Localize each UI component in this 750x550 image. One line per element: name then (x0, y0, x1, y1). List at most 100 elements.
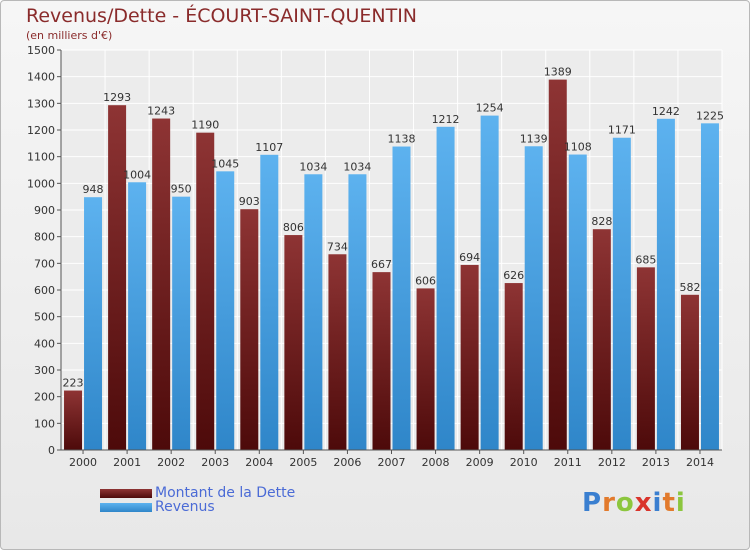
y-tick-label: 900 (34, 204, 55, 217)
y-tick-label: 600 (34, 284, 55, 297)
bar-revenus-2012 (612, 137, 631, 450)
value-label-revenus-2010: 1139 (520, 132, 548, 145)
logo-letter: P (582, 488, 603, 518)
x-tick-label: 2000 (69, 456, 97, 469)
bar-revenus-2000 (84, 197, 103, 450)
x-tick-label: 2012 (598, 456, 626, 469)
x-tick-label: 2004 (245, 456, 273, 469)
x-tick-label: 2013 (642, 456, 670, 469)
bar-dette-2011 (548, 79, 567, 450)
bar-dette-2009 (460, 264, 479, 450)
value-label-dette-2004: 903 (239, 195, 260, 208)
bar-revenus-2014 (700, 123, 719, 450)
x-tick-label: 2005 (289, 456, 317, 469)
bar-revenus-2009 (480, 115, 499, 450)
y-tick-label: 100 (34, 417, 55, 430)
bar-dette-2007 (372, 272, 391, 450)
value-label-revenus-2003: 1045 (211, 157, 239, 170)
x-tick-label: 2009 (466, 456, 494, 469)
bar-dette-2000 (64, 390, 83, 450)
value-label-revenus-2002: 950 (171, 183, 192, 196)
value-label-dette-2013: 685 (635, 253, 656, 266)
bar-revenus-2004 (260, 154, 279, 451)
value-label-dette-2006: 734 (327, 240, 348, 253)
value-label-dette-2001: 1293 (103, 91, 131, 104)
x-tick-label: 2006 (333, 456, 361, 469)
chart-title: Revenus/Dette - ÉCOURT-SAINT-QUENTIN (26, 5, 418, 27)
bar-revenus-2007 (392, 146, 411, 451)
x-tick-label: 2002 (157, 456, 185, 469)
y-tick-label: 400 (34, 337, 55, 350)
legend-label-dette: Montant de la Dette (155, 485, 296, 501)
bar-revenus-2001 (128, 182, 147, 450)
y-tick-label: 0 (48, 444, 55, 457)
bar-dette-2005 (284, 235, 303, 450)
y-tick-label: 200 (34, 391, 55, 404)
x-tick-label: 2010 (510, 456, 538, 469)
value-label-revenus-2011: 1108 (564, 141, 592, 154)
value-label-revenus-2013: 1242 (652, 105, 680, 118)
value-label-revenus-2014: 1225 (696, 109, 724, 122)
logo-letter: r (602, 488, 616, 518)
x-tick-label: 2003 (201, 456, 229, 469)
chart-subtitle: (en milliers d'€) (26, 29, 113, 42)
logo-letter: x (634, 488, 653, 518)
logo-letter: t (662, 488, 676, 518)
bar-revenus-2003 (216, 171, 235, 451)
y-tick-label: 300 (34, 364, 55, 377)
x-tick-label: 2007 (378, 456, 406, 469)
value-label-dette-2012: 828 (591, 215, 612, 228)
value-label-revenus-2012: 1171 (608, 124, 636, 137)
y-tick-label: 800 (34, 231, 55, 244)
bar-dette-2003 (196, 132, 215, 450)
value-label-revenus-2008: 1212 (432, 113, 460, 126)
bar-revenus-2013 (656, 118, 675, 451)
value-label-dette-2008: 606 (415, 274, 436, 287)
value-label-dette-2000: 223 (63, 377, 84, 390)
value-label-dette-2011: 1389 (544, 66, 572, 79)
bar-revenus-2011 (568, 154, 587, 451)
y-tick-label: 1200 (27, 124, 55, 137)
value-label-revenus-2007: 1138 (388, 133, 416, 146)
legend-swatch-revenus (100, 503, 152, 512)
y-tick-label: 1400 (27, 71, 55, 84)
y-tick-label: 700 (34, 257, 55, 270)
bar-dette-2006 (328, 254, 347, 450)
value-label-revenus-2004: 1107 (255, 141, 283, 154)
y-tick-label: 1000 (27, 177, 55, 190)
x-tick-label: 2011 (554, 456, 582, 469)
bar-dette-2002 (152, 118, 171, 451)
bar-revenus-2005 (304, 174, 323, 450)
logo-letter: i (652, 488, 663, 518)
value-label-revenus-2009: 1254 (476, 102, 504, 115)
value-label-dette-2003: 1190 (191, 119, 219, 132)
value-label-revenus-2006: 1034 (343, 160, 371, 173)
plot-area (61, 50, 722, 450)
logo-letter: o (615, 488, 635, 518)
y-tick-label: 1300 (27, 97, 55, 110)
bar-dette-2012 (592, 229, 611, 450)
bar-revenus-2010 (524, 146, 543, 450)
bar-revenus-2002 (172, 196, 191, 450)
x-tick-label: 2001 (113, 456, 141, 469)
value-label-dette-2007: 667 (371, 258, 392, 271)
value-label-revenus-2000: 948 (83, 183, 104, 196)
x-tick-label: 2008 (422, 456, 450, 469)
value-label-dette-2014: 582 (679, 281, 700, 294)
x-tick-label: 2014 (686, 456, 714, 469)
value-label-dette-2009: 694 (459, 251, 480, 264)
value-label-dette-2005: 806 (283, 221, 304, 234)
legend-swatch-dette (100, 489, 152, 498)
y-tick-label: 500 (34, 311, 55, 324)
bar-revenus-2008 (436, 126, 455, 451)
bar-dette-2008 (416, 288, 435, 450)
legend-label-revenus: Revenus (155, 499, 215, 515)
bar-dette-2010 (504, 283, 523, 450)
bar-dette-2001 (108, 105, 127, 450)
bar-dette-2004 (240, 209, 259, 450)
bar-dette-2014 (680, 294, 699, 450)
value-label-revenus-2001: 1004 (123, 168, 151, 181)
value-label-dette-2010: 626 (503, 269, 524, 282)
proxiti-logo: Proxiti (582, 488, 686, 518)
